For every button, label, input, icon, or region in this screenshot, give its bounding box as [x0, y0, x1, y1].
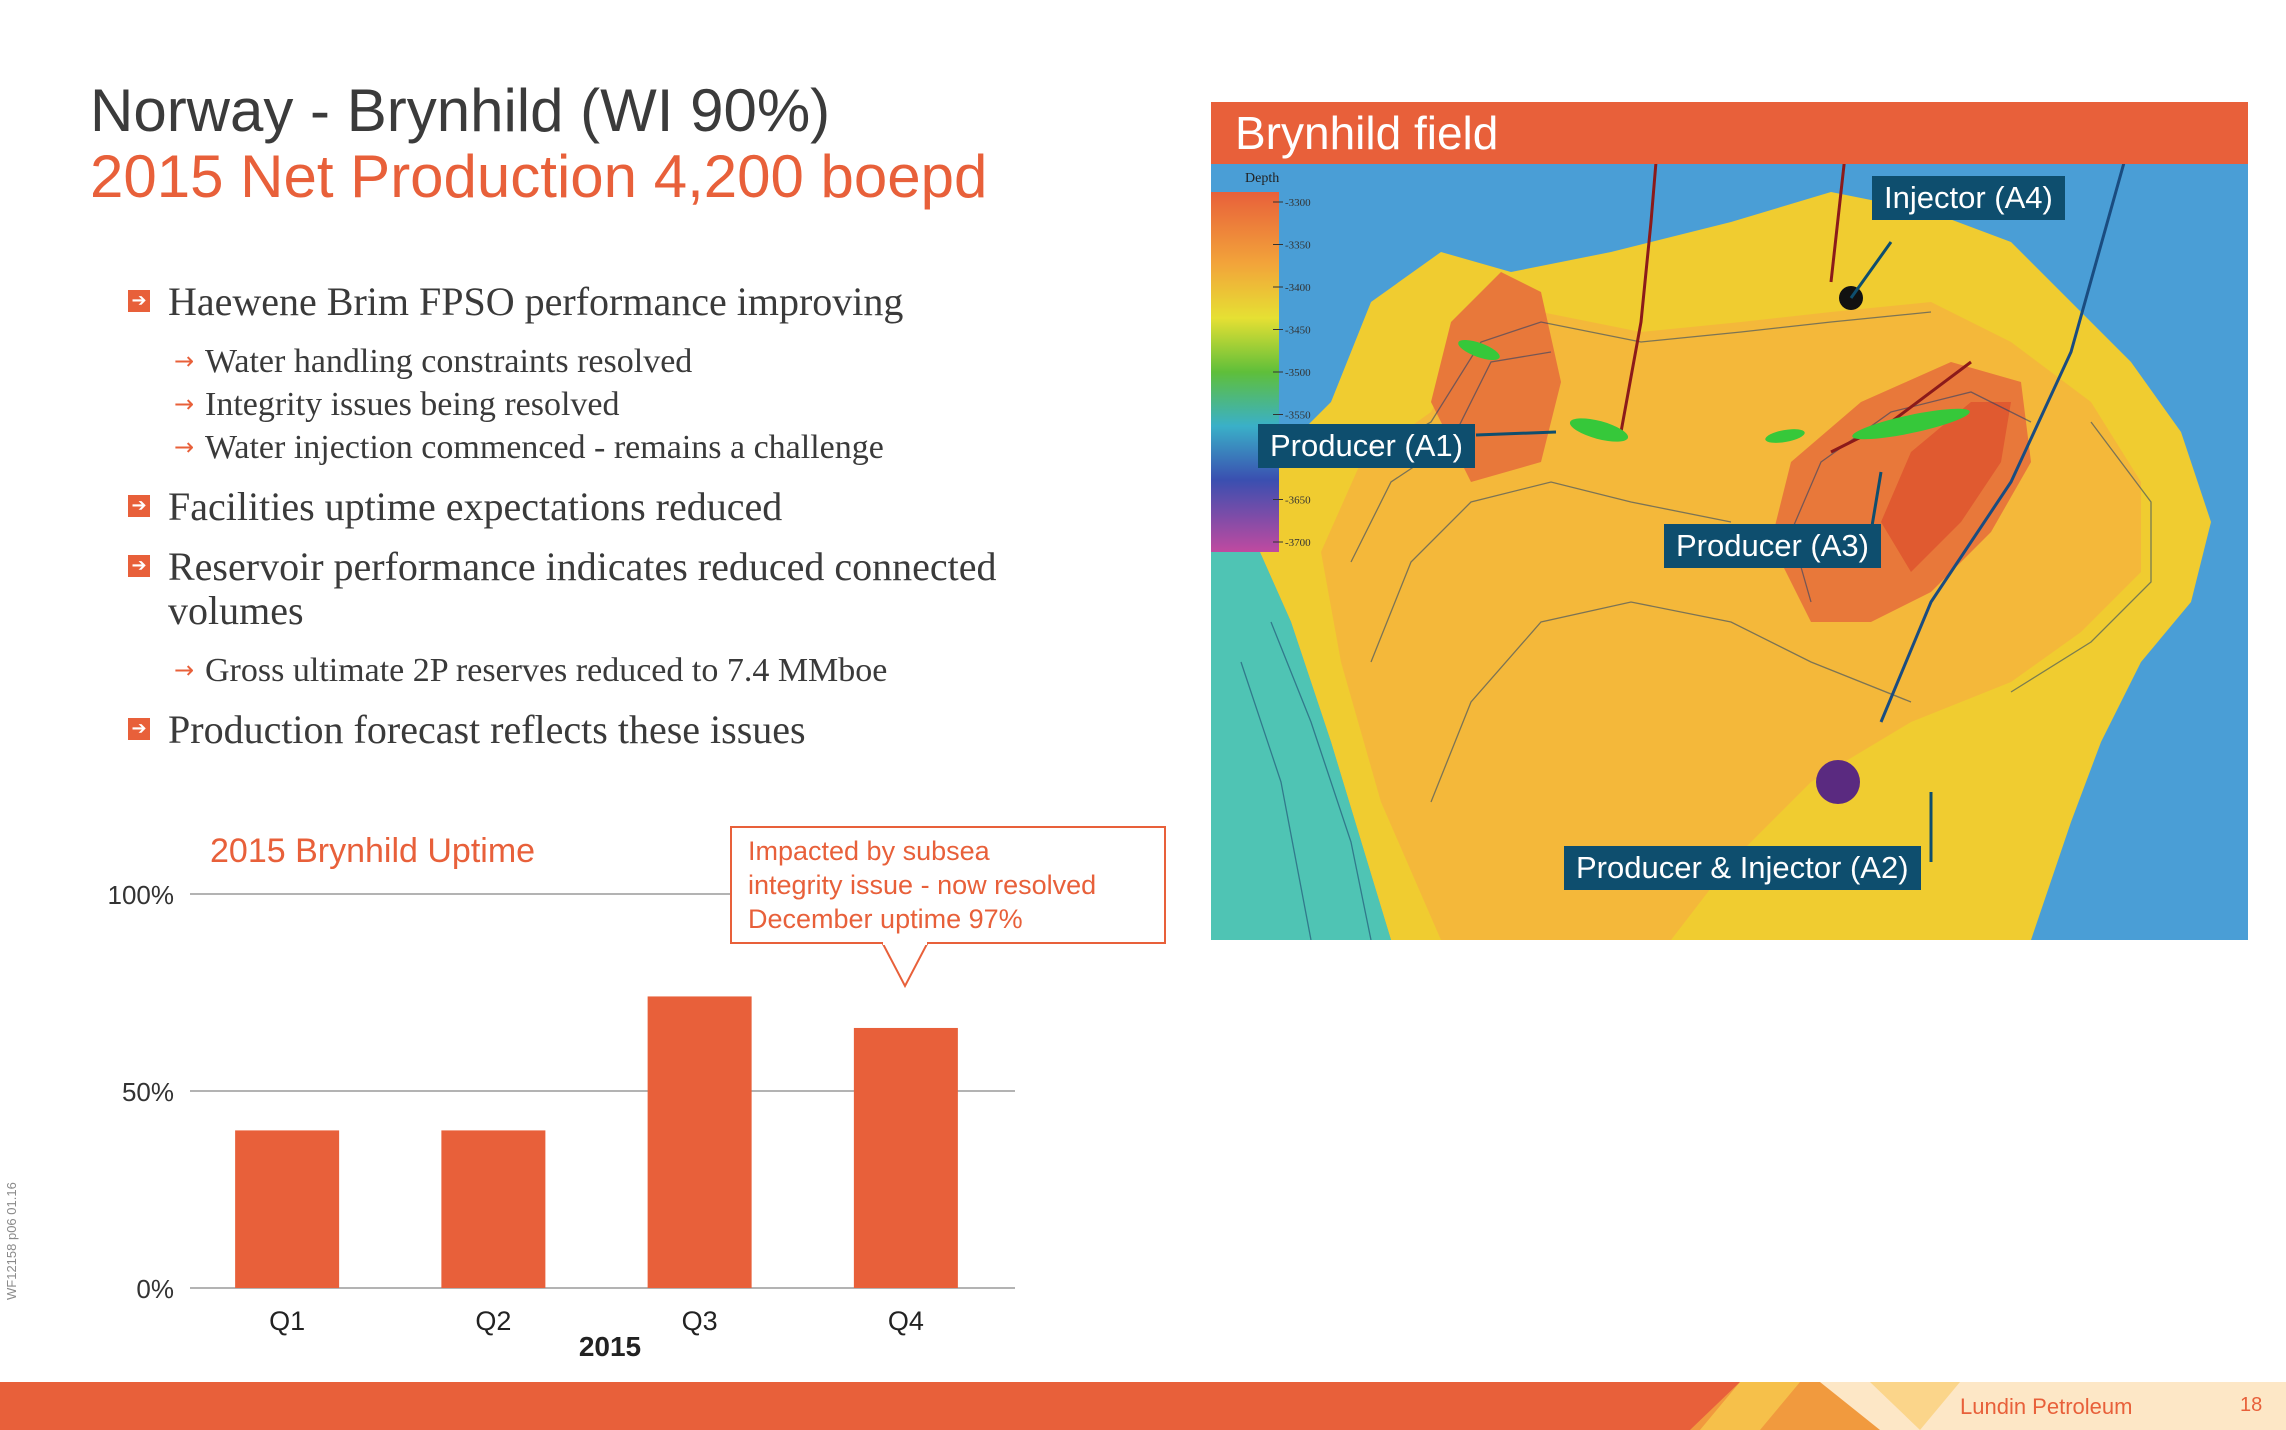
sub-bullet-item: → Water handling constraints resolved — [128, 340, 1138, 383]
depth-tick-label: -3650 — [1285, 495, 1311, 507]
callout-line: Impacted by subsea — [748, 836, 990, 866]
y-tick-label: 50% — [122, 1077, 174, 1107]
bullet-group-1: ➔ Haewene Brim FPSO performance improving… — [128, 280, 1138, 469]
sub-bullet-item: → Gross ultimate 2P reserves reduced to 7… — [128, 649, 1138, 692]
depth-tick-label: -3450 — [1285, 325, 1311, 337]
arrow-icon: → — [174, 347, 195, 375]
bar-q1 — [235, 1130, 340, 1288]
chart-callout: Impacted by subsea integrity issue - now… — [730, 826, 1166, 944]
slide-subtitle: 2015 Net Production 4,200 boepd — [90, 143, 988, 210]
bullet-group-2: ➔ Facilities uptime expectations reduced — [128, 485, 1138, 529]
depth-legend-title: Depth — [1245, 171, 1279, 186]
bar-q2 — [441, 1130, 546, 1288]
label-injector-a4: Injector (A4) — [1872, 176, 2065, 220]
callout-line: December uptime 97% — [748, 904, 1023, 934]
bullet-item: ➔ Production forecast reflects these issu… — [128, 708, 1138, 752]
x-tick-label: Q1 — [269, 1306, 305, 1336]
map-title: Brynhild field — [1211, 102, 2248, 164]
chart-title: 2015 Brynhild Uptime — [210, 832, 535, 870]
slide-title: Norway - Brynhild (WI 90%) — [90, 77, 831, 144]
bullet-group-3: ➔ Reservoir performance indicates reduced… — [128, 545, 1138, 692]
bullet-item: ➔ Reservoir performance indicates reduced… — [128, 545, 1008, 633]
label-producer-a1: Producer (A1) — [1258, 424, 1475, 468]
bullet-arrow-icon: ➔ — [128, 555, 150, 577]
depth-tick-label: -3500 — [1285, 367, 1311, 379]
depth-tick-label: -3550 — [1285, 410, 1311, 422]
bullet-list: ➔ Haewene Brim FPSO performance improving… — [128, 280, 1138, 768]
bullet-item: ➔ Haewene Brim FPSO performance improving — [128, 280, 1138, 324]
depth-tick-label: -3700 — [1285, 537, 1311, 549]
bullet-arrow-icon: ➔ — [128, 495, 150, 517]
page-number: 18 — [2240, 1394, 2263, 1416]
y-tick-label: 100% — [108, 880, 175, 910]
y-tick-label: 0% — [136, 1274, 174, 1304]
bar-q4 — [853, 1027, 958, 1288]
arrow-icon: → — [174, 656, 195, 684]
callout-pointer — [880, 942, 930, 989]
depth-map-image: -3300-3350-3400-3450-3500-3550-3600-3650… — [1211, 102, 2248, 940]
document-code: WF12158 p06 01.16 — [4, 1182, 19, 1300]
bullet-arrow-icon: ➔ — [128, 290, 150, 312]
depth-tick-label: -3400 — [1285, 282, 1311, 294]
depth-tick-label: -3350 — [1285, 240, 1311, 252]
bullet-item: ➔ Facilities uptime expectations reduced — [128, 485, 1138, 529]
field-map: -3300-3350-3400-3450-3500-3550-3600-3650… — [1211, 102, 2248, 940]
uptime-chart: 2015 Brynhild Uptime 0%50%100% Q1 Q2 Q3 Q4 … — [108, 832, 1015, 1362]
depth-tick-label: -3300 — [1285, 197, 1311, 209]
arrow-icon: → — [174, 390, 195, 418]
footer-band — [0, 1382, 2286, 1430]
x-tick-label: Q4 — [888, 1306, 924, 1336]
x-tick-label: Q3 — [682, 1306, 718, 1336]
bullet-group-4: ➔ Production forecast reflects these issu… — [128, 708, 1138, 752]
callout-line: integrity issue - now resolved — [748, 870, 1097, 900]
bullet-arrow-icon: ➔ — [128, 718, 150, 740]
bar-q3 — [647, 996, 752, 1288]
sub-bullet-item: → Water injection commenced - remains a c… — [128, 426, 1138, 469]
x-tick-label: Q2 — [475, 1306, 511, 1336]
x-axis-label: 2015 — [579, 1331, 641, 1362]
arrow-icon: → — [174, 433, 195, 461]
label-producer-injector-a2: Producer & Injector (A2) — [1564, 846, 1921, 890]
label-producer-a3: Producer (A3) — [1664, 524, 1881, 568]
sub-bullet-item: → Integrity issues being resolved — [128, 383, 1138, 426]
footer-company: Lundin Petroleum — [1960, 1394, 2133, 1419]
